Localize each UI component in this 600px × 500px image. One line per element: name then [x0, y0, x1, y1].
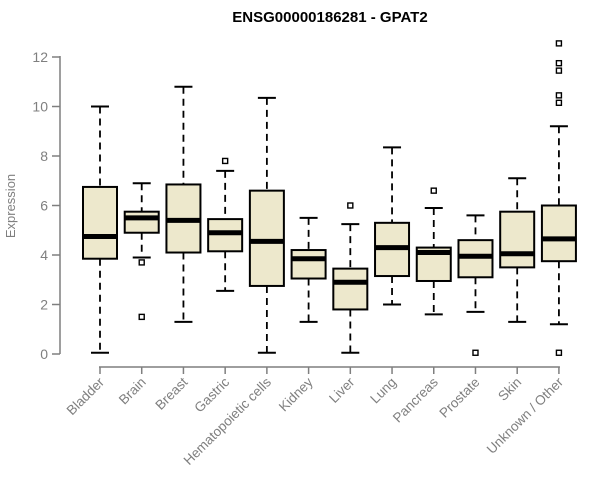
- chart-title: ENSG00000186281 - GPAT2: [232, 9, 427, 26]
- iqr-box: [332, 267, 369, 311]
- x-category-label-lung: Lung: [367, 375, 399, 407]
- iqr-box: [540, 204, 577, 263]
- x-category-label-gastric: Gastric: [191, 374, 232, 415]
- y-tick-label: 2: [40, 296, 48, 312]
- x-category-label-brain: Brain: [116, 375, 149, 408]
- box-kidney: [290, 216, 327, 323]
- box-pancreas: [415, 187, 452, 316]
- y-tick-label: 10: [32, 98, 48, 114]
- box-liver: [332, 202, 369, 354]
- outlier-point: [555, 349, 563, 356]
- x-category-label-skin: Skin: [495, 375, 524, 404]
- outlier-point: [555, 67, 563, 74]
- x-category-label-liver: Liver: [326, 374, 358, 406]
- box-breast: [165, 85, 202, 323]
- outlier-point: [221, 157, 229, 165]
- outlier-point: [555, 40, 563, 47]
- y-tick-label: 4: [40, 247, 48, 263]
- y-tick-label: 8: [40, 148, 48, 164]
- iqr-box: [499, 210, 536, 269]
- box-skin: [499, 177, 536, 323]
- outlier-point: [555, 92, 563, 99]
- outlier-point: [138, 313, 145, 321]
- box-prostate: [457, 214, 494, 356]
- outlier-point: [138, 259, 145, 266]
- box-lung: [374, 146, 411, 306]
- y-axis-title: Expression: [3, 174, 18, 238]
- x-category-label-unknown-other: Unknown / Other: [484, 374, 567, 457]
- x-category-label-kidney: Kidney: [276, 374, 316, 414]
- outlier-point: [555, 99, 563, 106]
- box-brain: [123, 182, 160, 321]
- iqr-box: [290, 249, 327, 280]
- outlier-point: [347, 202, 354, 209]
- iqr-box: [82, 185, 118, 260]
- x-category-label-prostate: Prostate: [436, 375, 482, 421]
- x-category-label-breast: Breast: [152, 374, 190, 412]
- box-unknown-other: [540, 40, 577, 356]
- outlier-point: [555, 59, 563, 67]
- iqr-box: [123, 210, 160, 234]
- iqr-box: [248, 189, 285, 287]
- y-tick-label: 0: [40, 346, 48, 362]
- x-category-label-bladder: Bladder: [64, 374, 108, 418]
- outlier-point: [472, 349, 479, 356]
- outlier-point: [430, 187, 437, 194]
- y-tick-label: 6: [40, 197, 48, 213]
- y-tick-label: 12: [32, 49, 48, 65]
- box-gastric: [207, 157, 244, 292]
- box-hematopoietic-cells: [248, 96, 285, 354]
- box-bladder: [82, 105, 118, 354]
- x-category-label-pancreas: Pancreas: [390, 374, 441, 425]
